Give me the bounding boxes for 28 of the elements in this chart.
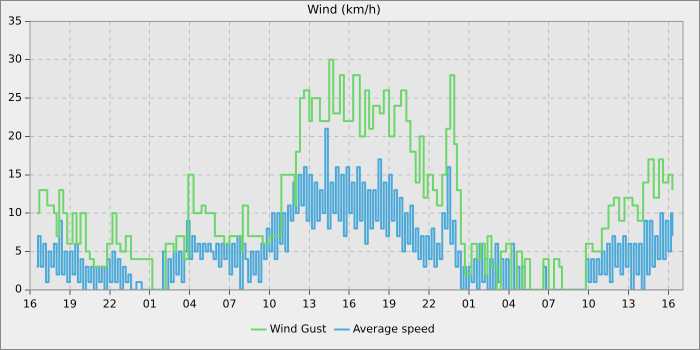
y-tick-label: 10 bbox=[8, 206, 22, 219]
x-tick-label: 13 bbox=[302, 297, 316, 310]
x-tick-label: 13 bbox=[621, 297, 636, 310]
x-tick-label: 10 bbox=[582, 297, 596, 310]
x-tick-label: 04 bbox=[182, 297, 197, 310]
x-tick-label: 04 bbox=[502, 297, 516, 310]
legend-label: Wind Gust bbox=[270, 322, 328, 336]
legend-label: Average speed bbox=[352, 322, 435, 336]
chart-title: Wind (km/h) bbox=[307, 2, 381, 16]
x-tick-label: 07 bbox=[542, 297, 556, 310]
x-tick-label: 01 bbox=[462, 297, 476, 310]
x-tick-label: 16 bbox=[342, 297, 356, 310]
y-tick-label: 0 bbox=[14, 282, 22, 296]
x-tick-label: 19 bbox=[382, 297, 396, 310]
y-tick-label: 15 bbox=[8, 168, 22, 181]
x-tick-label: 22 bbox=[422, 297, 436, 310]
x-tick-label: 16 bbox=[22, 297, 37, 310]
x-tick-label: 16 bbox=[661, 297, 676, 310]
x-tick-label: 07 bbox=[222, 297, 236, 310]
y-tick-label: 25 bbox=[8, 90, 22, 104]
y-tick-label: 20 bbox=[8, 129, 22, 142]
y-tick-label: 30 bbox=[8, 52, 22, 66]
x-tick-label: 10 bbox=[262, 297, 276, 310]
y-tick-label: 5 bbox=[14, 244, 22, 258]
y-tick-label: 35 bbox=[8, 14, 22, 28]
x-tick-label: 22 bbox=[102, 297, 117, 310]
x-tick-label: 01 bbox=[142, 297, 157, 310]
x-tick-label: 19 bbox=[62, 297, 77, 310]
